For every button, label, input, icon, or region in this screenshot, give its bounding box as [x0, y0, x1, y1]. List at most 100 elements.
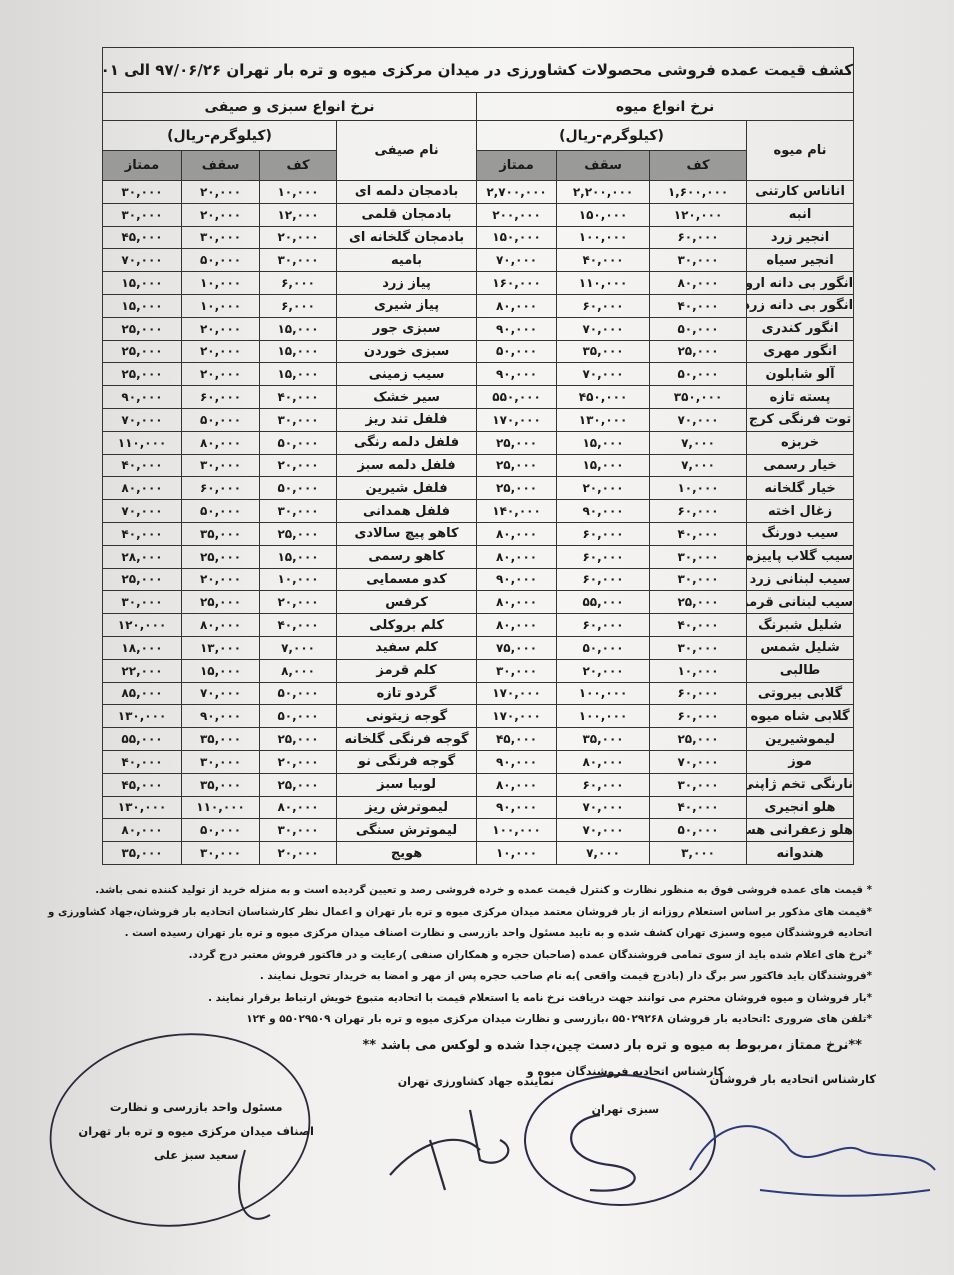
veg-min-price: ۴۰,۰۰۰: [259, 613, 338, 637]
fruit-max-header: سقف: [556, 150, 651, 181]
fruit-max-price: ۶۰,۰۰۰: [556, 521, 651, 546]
inspection-title-1: مسئول واحد بازرسی و نظارت: [109, 1100, 283, 1114]
fruit-name: طالبی: [746, 658, 855, 683]
veg-max-price: ۵۰,۰۰۰: [181, 499, 261, 523]
signature-mark: [238, 1149, 271, 1220]
veg-max-price: ۳۰,۰۰۰: [181, 749, 261, 774]
fruit-min-price: ۳۵۰,۰۰۰: [649, 385, 748, 409]
table-row: هلو زعفرانی هسته جدا۵۰,۰۰۰۷۰,۰۰۰۱۰۰,۰۰۰ل…: [101, 818, 855, 843]
veg-max-price: ۲۰,۰۰۰: [181, 567, 261, 592]
veg-name: فلفل شیرین: [336, 476, 478, 501]
fruit-max-price: ۱۰۰,۰۰۰: [556, 225, 651, 250]
fruit-name: شلیل شبرنگ: [746, 613, 855, 637]
fruit-premium-price: ۱۴۰,۰۰۰: [476, 499, 558, 523]
veg-max-price: ۳۰,۰۰۰: [181, 453, 261, 478]
fruit-min-price: ۴۰,۰۰۰: [649, 795, 748, 820]
signature-agriculture: [570, 1113, 636, 1192]
veg-name: گردو تازه: [336, 681, 478, 706]
fruit-max-price: ۳۵,۰۰۰: [556, 339, 651, 364]
fruit-name: پسته تازه: [746, 385, 855, 409]
table-row: زغال اخته ۶۰,۰۰۰ ۹۰,۰۰۰ ۱۴۰,۰۰۰ فلفل همدانی ۳…: [101, 499, 855, 523]
fruit-premium-price: ۱۰۰,۰۰۰: [476, 818, 558, 843]
fruit-max-price: ۶۰,۰۰۰: [556, 544, 651, 569]
veg-name: کرفس: [336, 590, 478, 615]
table-row: شلیل شبرنگ ۴۰,۰۰۰ ۶۰,۰۰۰ ۸۰,۰۰۰ کلم بروکلی ۴۰…: [101, 613, 855, 637]
veg-min-price: ۶,۰۰۰: [259, 293, 338, 318]
veg-max-price: ۱۱۰,۰۰۰: [181, 795, 261, 820]
fruit-min-header: کف: [649, 150, 748, 181]
table-row: پسته تازه ۳۵۰,۰۰۰ ۴۵۰,۰۰۰ ۵۵۰,۰۰۰ سیر خشک ۴۰,…: [101, 385, 855, 409]
veg-premium-price: ۱۵,۰۰۰: [101, 271, 183, 295]
fruit-min-price: ۳,۰۰۰: [649, 841, 748, 865]
veg-premium-price: ۴۰,۰۰۰: [101, 453, 183, 478]
fruit-max-price: ۷۰,۰۰۰: [556, 818, 651, 843]
veg-min-price: ۲۵,۰۰۰: [259, 727, 338, 751]
fruit-name: خربزه: [746, 430, 855, 455]
signature-label-inspection: مسئول واحد بازرسی و نظارت اصناف میدان مر…: [78, 1095, 314, 1167]
veg-name: کاهو پیچ سالادی: [336, 521, 478, 546]
veg-min-price: ۲۰,۰۰۰: [259, 749, 338, 774]
fruit-name: نارنگی تخم ژاپنی: [746, 772, 855, 797]
fruit-min-price: ۳۰,۰۰۰: [649, 567, 748, 592]
note-3: اتحادیه فروشندگان میوه وسبزی تهران کشف ش…: [124, 927, 872, 939]
fruit-premium-price: ۲۰۰,۰۰۰: [476, 202, 558, 227]
fruit-max-price: ۸۰,۰۰۰: [556, 749, 651, 774]
veg-min-price: ۲۵,۰۰۰: [259, 772, 338, 797]
veg-min-price: ۳۰,۰۰۰: [259, 407, 338, 432]
fruit-premium-price: ۱۷۰,۰۰۰: [476, 681, 558, 706]
fruit-premium-price: ۳۰,۰۰۰: [476, 658, 558, 683]
inspection-title-2: اصناف میدان مرکزی میوه و تره بار تهران: [78, 1124, 314, 1138]
veg-name: سیر خشک: [336, 385, 478, 409]
fruit-max-price: ۴۰,۰۰۰: [556, 248, 651, 273]
fruit-name: خیار گلخانه: [746, 476, 855, 501]
note-2: *قیمت های مذکور بر اساس استعلام روزانه ا…: [48, 905, 872, 918]
table-row: انجیر زرد ۶۰,۰۰۰ ۱۰۰,۰۰۰ ۱۵۰,۰۰۰ بادمجان گلخ…: [101, 225, 855, 250]
fruit-premium-price: ۲۵,۰۰۰: [476, 476, 558, 501]
table-row: خربزه ۷,۰۰۰ ۱۵,۰۰۰ ۲۵,۰۰۰ فلفل دلمه رنگی ۵۰,۰…: [101, 430, 855, 455]
signature-inspection: [389, 1109, 510, 1191]
fruit-max-price: ۱۰۰,۰۰۰: [556, 681, 651, 706]
note-5: *فروشندگان باید فاکتور سر برگ دار (بادرج…: [259, 970, 872, 982]
veg-premium-price: ۱۸,۰۰۰: [101, 635, 183, 660]
fruit-name-header: نام میوه: [746, 120, 855, 181]
fruit-premium-price: ۲۵,۰۰۰: [476, 453, 558, 478]
fruit-max-price: ۷۰,۰۰۰: [556, 795, 651, 820]
fruit-name: انگور مهری: [746, 339, 855, 364]
note-6: *بار فروشان و میوه فروشان محترم می توانن…: [208, 991, 872, 1004]
fruit-premium-price: ۸۰,۰۰۰: [476, 613, 558, 637]
veg-max-header: سقف: [181, 150, 261, 181]
table-row: گلابی شاه میوه ۶۰,۰۰۰ ۱۰۰,۰۰۰ ۱۷۰,۰۰۰ گوجه ز…: [101, 704, 855, 729]
fruit-unit-label: (کیلوگرم-ریال): [476, 120, 748, 151]
veg-premium-price: ۹۰,۰۰۰: [101, 385, 183, 409]
veg-premium-price: ۳۵,۰۰۰: [101, 841, 183, 865]
fruit-name: اناناس کارتنی: [746, 180, 855, 204]
veg-min-price: ۷,۰۰۰: [259, 635, 338, 660]
fruit-max-price: ۶۰,۰۰۰: [556, 293, 651, 318]
veg-premium-price: ۲۵,۰۰۰: [101, 362, 183, 387]
veg-name: گوجه زیتونی: [336, 704, 478, 729]
fruit-premium-price: ۹۰,۰۰۰: [476, 567, 558, 592]
veg-max-price: ۳۵,۰۰۰: [181, 772, 261, 797]
veg-max-price: ۳۰,۰۰۰: [181, 225, 261, 250]
fruit-min-price: ۳۰,۰۰۰: [649, 772, 748, 797]
veg-name: کلم قرمز: [336, 658, 478, 683]
fruit-name: موز: [746, 749, 855, 774]
veg-name: کاهو رسمی: [336, 544, 478, 569]
fruit-premium-price: ۸۰,۰۰۰: [476, 544, 558, 569]
table-row: انگور کندری ۵۰,۰۰۰ ۷۰,۰۰۰ ۹۰,۰۰۰ سبزی جور ۱۵,…: [101, 316, 855, 341]
veg-name: گوجه فرنگی نو: [336, 749, 478, 774]
fruit-premium-price: ۸۰,۰۰۰: [476, 521, 558, 546]
notes: * قیمت های عمده فروشی فوق به منظور نظارت…: [48, 880, 872, 1056]
fruit-max-price: ۵۵,۰۰۰: [556, 590, 651, 615]
fruit-max-price: ۲۰,۰۰۰: [556, 658, 651, 683]
table-row: انجیر سیاه ۳۰,۰۰۰ ۴۰,۰۰۰ ۷۰,۰۰۰ بامیه ۳۰,۰۰۰ ۵…: [101, 248, 855, 273]
fruit-premium-price: ۲,۷۰۰,۰۰۰: [476, 180, 558, 204]
veg-min-price: ۳۰,۰۰۰: [259, 818, 338, 843]
table-row: خیار گلخانه ۱۰,۰۰۰ ۲۰,۰۰۰ ۲۵,۰۰۰ فلفل شیرین ۵…: [101, 476, 855, 501]
fruit-max-price: ۶۰,۰۰۰: [556, 567, 651, 592]
veg-name: لیموترش ریز: [336, 795, 478, 820]
signature-label-agriculture: نماینده جهاد کشاورزی تهران: [397, 1075, 554, 1088]
veg-name: فلفل همدانی: [336, 499, 478, 523]
fruit-name: آلو شابلون: [746, 362, 855, 387]
